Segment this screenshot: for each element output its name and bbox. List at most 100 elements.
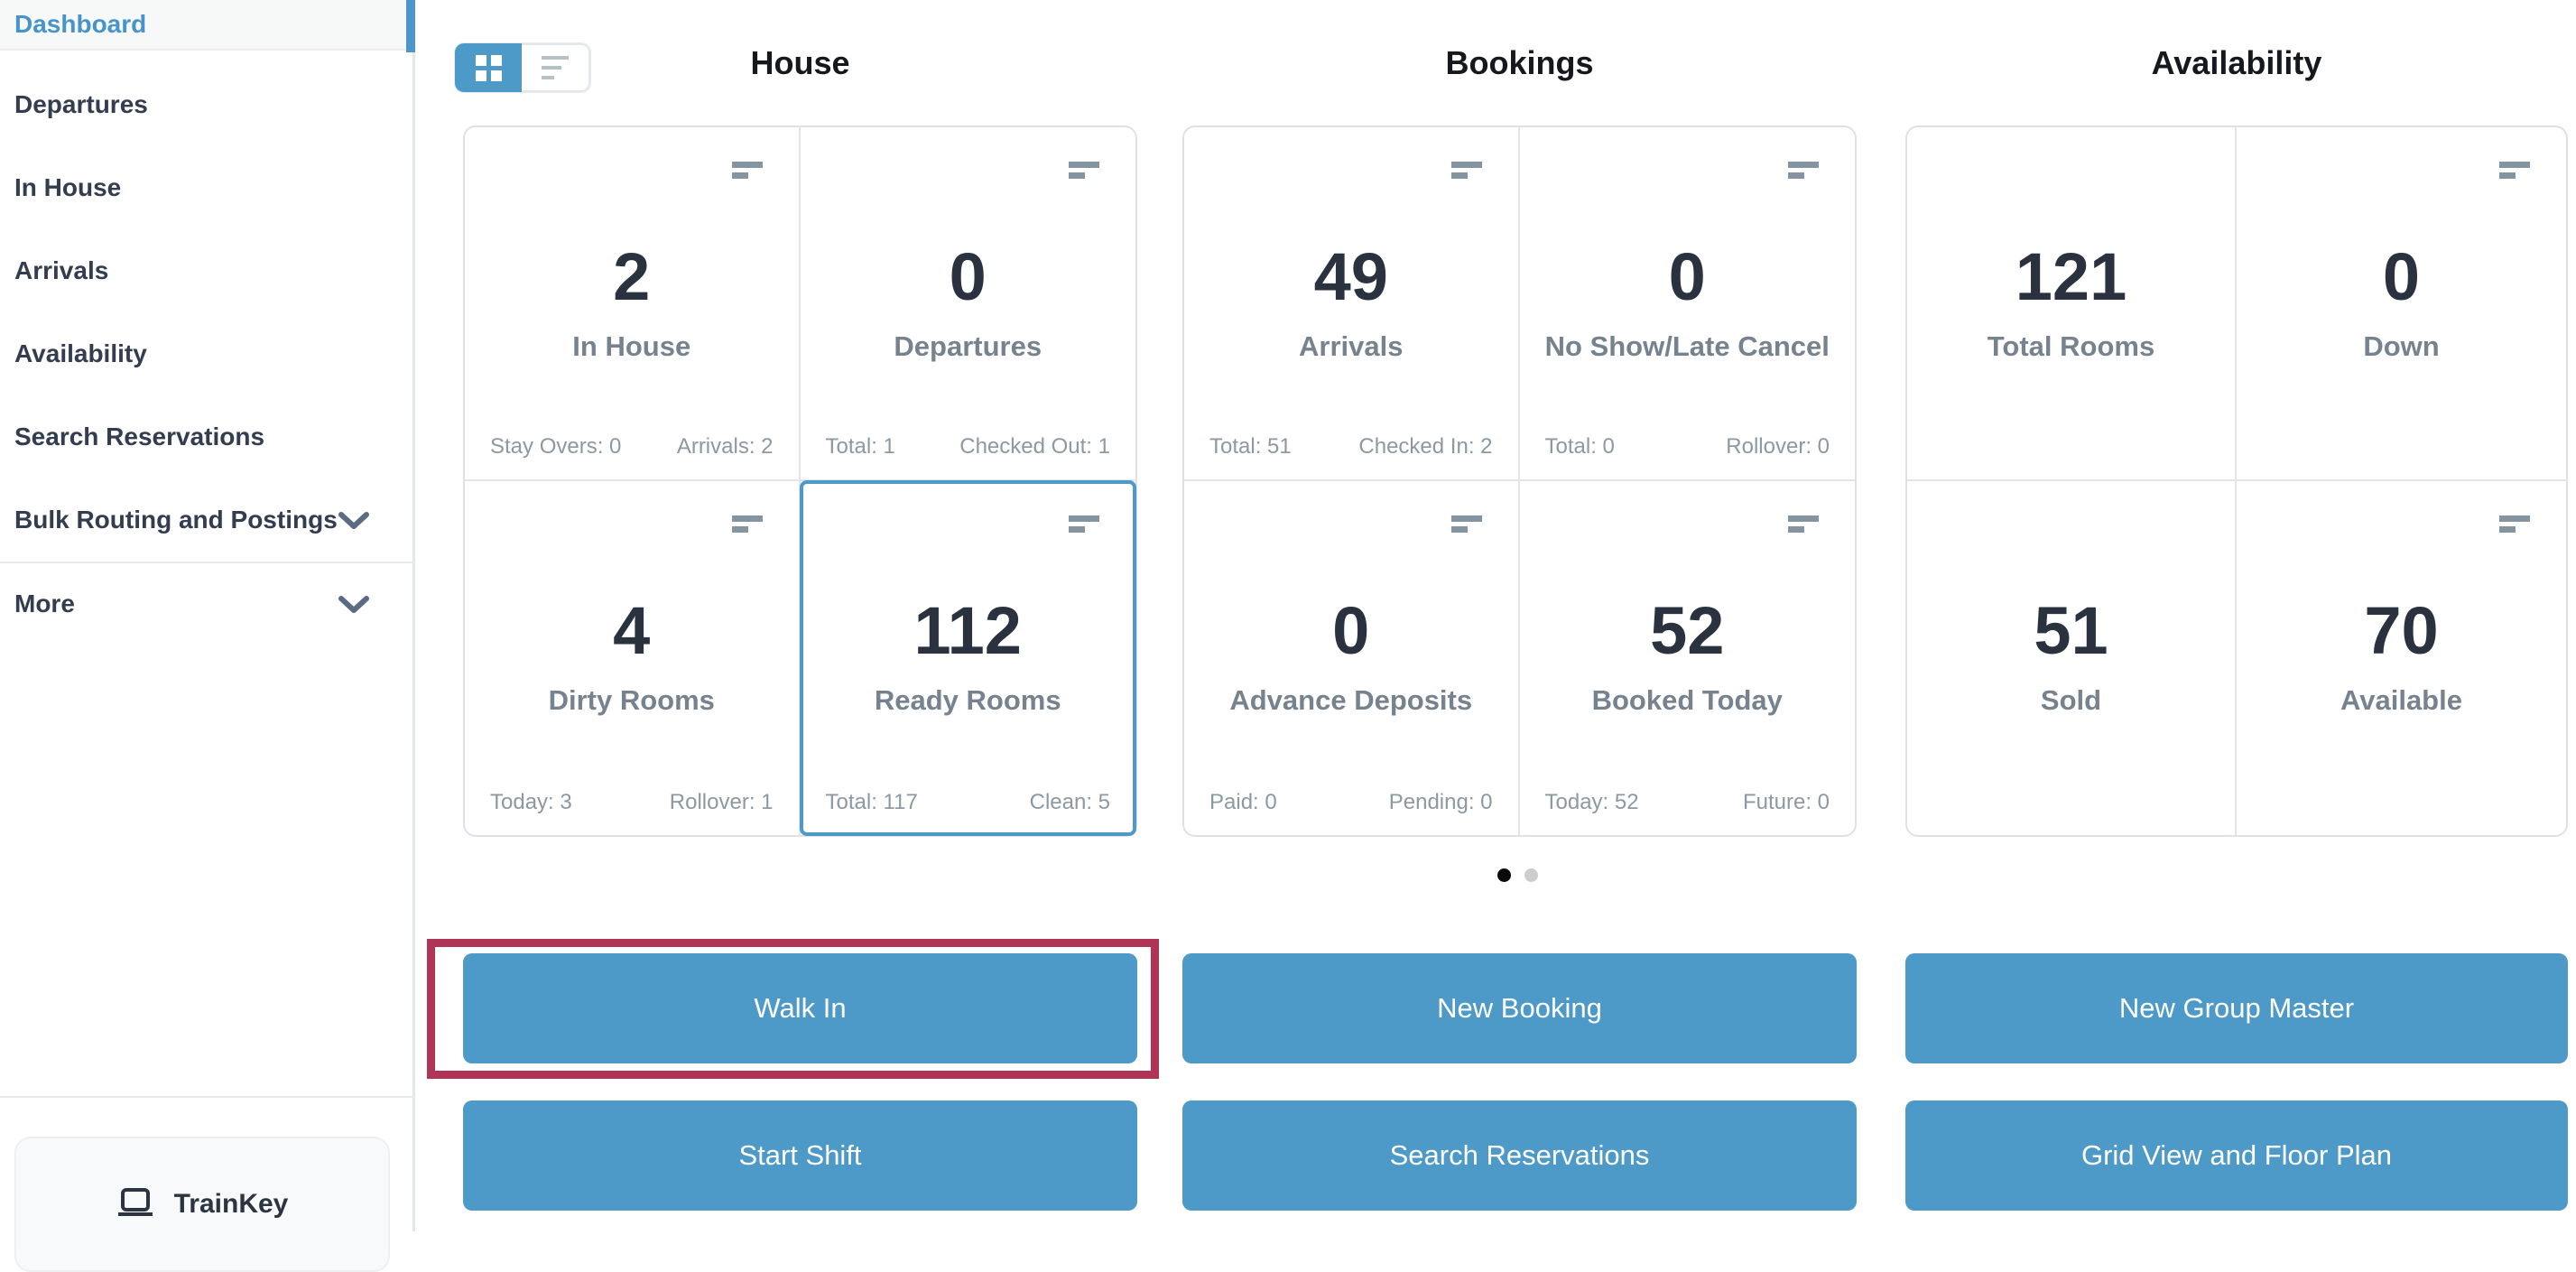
start-shift-button[interactable]: Start Shift [463,1100,1137,1211]
section-house: House 2 In House Stay Overs: 0 Arrivals:… [463,36,1137,837]
card-label: Total Rooms [1987,330,2155,362]
sidebar-item-label: Bulk Routing and Postings [14,506,338,534]
card-value: 0 [949,239,987,314]
card-menu-icon[interactable] [1788,515,1821,534]
sidebar-item-label: Dashboard [14,10,147,38]
sidebar: Dashboard Departures In House Arrivals A… [0,0,415,1272]
card-advance-deposits[interactable]: 0 Advance Deposits Paid: 0 Pending: 0 [1184,481,1520,835]
chevron-down-icon [338,595,369,615]
card-menu-icon[interactable] [1450,162,1484,180]
card-label: Departures [894,330,1042,362]
card-stat-left: Total: 0 [1544,434,1615,459]
sidebar-item-search-reservations[interactable]: Search Reservations [0,395,412,478]
list-view-icon [542,56,569,60]
card-stat-left: Paid: 0 [1209,790,1277,814]
new-booking-button[interactable]: New Booking [1182,953,1857,1063]
card-stat-left: Total: 1 [825,434,895,459]
card-value: 0 [2382,239,2421,314]
section-availability: Availability 121 Total Rooms 0 Down 51 S… [1905,36,2568,837]
card-stat-right: Checked In: 2 [1358,434,1493,459]
carousel-pagination [1497,868,1538,882]
sidebar-item-label: More [14,590,75,617]
card-menu-icon[interactable] [2499,515,2532,534]
search-reservations-button[interactable]: Search Reservations [1182,1100,1857,1211]
sidebar-item-more[interactable]: More [0,562,412,645]
card-value: 0 [1332,593,1370,668]
new-group-master-button[interactable]: New Group Master [1905,953,2568,1063]
card-value: 0 [1668,239,1706,314]
sidebar-nav: Departures In House Arrivals Availabilit… [0,51,412,645]
section-title: House [750,44,850,81]
card-stats: Paid: 0 Pending: 0 [1209,790,1493,815]
card-stat-left: Stay Overs: 0 [490,434,622,459]
card-value: 121 [2015,239,2127,314]
card-departures[interactable]: 0 Departures Total: 1 Checked Out: 1 [800,127,1135,481]
card-down[interactable]: 0 Down [2237,127,2566,481]
trainkey-widget[interactable]: TrainKey [14,1137,390,1272]
card-label: Booked Today [1591,684,1783,716]
section-bookings: Bookings 49 Arrivals Total: 51 Checked I… [1182,36,1857,837]
sidebar-item-label: Availability [14,339,147,367]
card-value: 51 [2034,593,2108,668]
pagination-dot[interactable] [1524,868,1538,882]
sidebar-item-label: Departures [14,90,148,118]
card-sold[interactable]: 51 Sold [1907,481,2237,835]
card-label: Dirty Rooms [548,684,715,716]
card-menu-icon[interactable] [1788,162,1821,180]
card-stat-left: Total: 117 [825,790,918,814]
card-label: Down [2363,330,2440,362]
card-arrivals[interactable]: 49 Arrivals Total: 51 Checked In: 2 [1184,127,1520,481]
trainkey-label: TrainKey [173,1189,289,1219]
card-available[interactable]: 70 Available [2237,481,2566,835]
card-value: 4 [613,593,651,668]
card-stat-right: Rollover: 1 [669,790,774,814]
section-title: Availability [2151,44,2322,81]
card-stat-right: Pending: 0 [1388,790,1493,814]
grid-view-icon [475,54,502,81]
card-stat-left: Today: 52 [1544,790,1639,814]
walk-in-button[interactable]: Walk In [463,953,1137,1063]
card-total-rooms[interactable]: 121 Total Rooms [1907,127,2237,481]
card-menu-icon[interactable] [2499,162,2532,180]
card-ready-rooms[interactable]: 112 Ready Rooms Total: 117 Clean: 5 [799,480,1136,836]
card-label: No Show/Late Cancel [1544,330,1830,362]
card-dirty-rooms[interactable]: 4 Dirty Rooms Today: 3 Rollover: 1 [465,481,801,835]
card-value: 112 [913,593,1022,668]
card-stat-right: Rollover: 0 [1726,434,1830,459]
chevron-down-icon [338,511,369,531]
house-card-grid: 2 In House Stay Overs: 0 Arrivals: 2 0 D… [463,125,1137,837]
sidebar-item-bulk-routing-and-postings[interactable]: Bulk Routing and Postings [0,478,412,562]
card-menu-icon[interactable] [731,515,764,534]
card-no-show-late-cancel[interactable]: 0 No Show/Late Cancel Total: 0 Rollover:… [1519,127,1855,481]
card-menu-icon[interactable] [1450,515,1484,534]
card-stats: Today: 52 Future: 0 [1545,790,1830,815]
availability-card-grid: 121 Total Rooms 0 Down 51 Sold 70 Availa… [1905,125,2568,837]
card-in-house[interactable]: 2 In House Stay Overs: 0 Arrivals: 2 [465,127,801,481]
card-stat-left: Today: 3 [490,790,572,814]
card-value: 52 [1650,593,1725,668]
card-stat-left: Total: 51 [1209,434,1292,459]
list-view-button[interactable] [522,43,590,92]
card-menu-icon[interactable] [1069,162,1101,180]
card-stats: Today: 3 Rollover: 1 [490,790,774,815]
card-menu-icon[interactable] [731,162,764,180]
sidebar-item-availability[interactable]: Availability [0,312,412,395]
card-stats: Total: 51 Checked In: 2 [1209,434,1493,460]
card-label: Advance Deposits [1229,684,1473,716]
sidebar-item-arrivals[interactable]: Arrivals [0,229,412,312]
sidebar-item-dashboard[interactable]: Dashboard [0,0,412,51]
card-stats: Total: 1 Checked Out: 1 [826,434,1111,460]
pagination-dot-active[interactable] [1497,868,1511,882]
sidebar-item-departures[interactable]: Departures [0,63,412,146]
section-title: Bookings [1445,44,1594,81]
card-label: Ready Rooms [874,684,1061,716]
card-booked-today[interactable]: 52 Booked Today Today: 52 Future: 0 [1520,481,1856,835]
grid-view-floor-plan-button[interactable]: Grid View and Floor Plan [1905,1100,2568,1211]
card-label: Arrivals [1299,330,1404,362]
card-menu-icon[interactable] [1069,515,1101,534]
sidebar-scrollbar-thumb[interactable] [406,0,415,52]
sidebar-item-in-house[interactable]: In House [0,146,412,229]
card-stat-right: Checked Out: 1 [959,434,1110,459]
grid-view-button[interactable] [455,43,522,92]
sidebar-item-label: In House [14,173,122,201]
